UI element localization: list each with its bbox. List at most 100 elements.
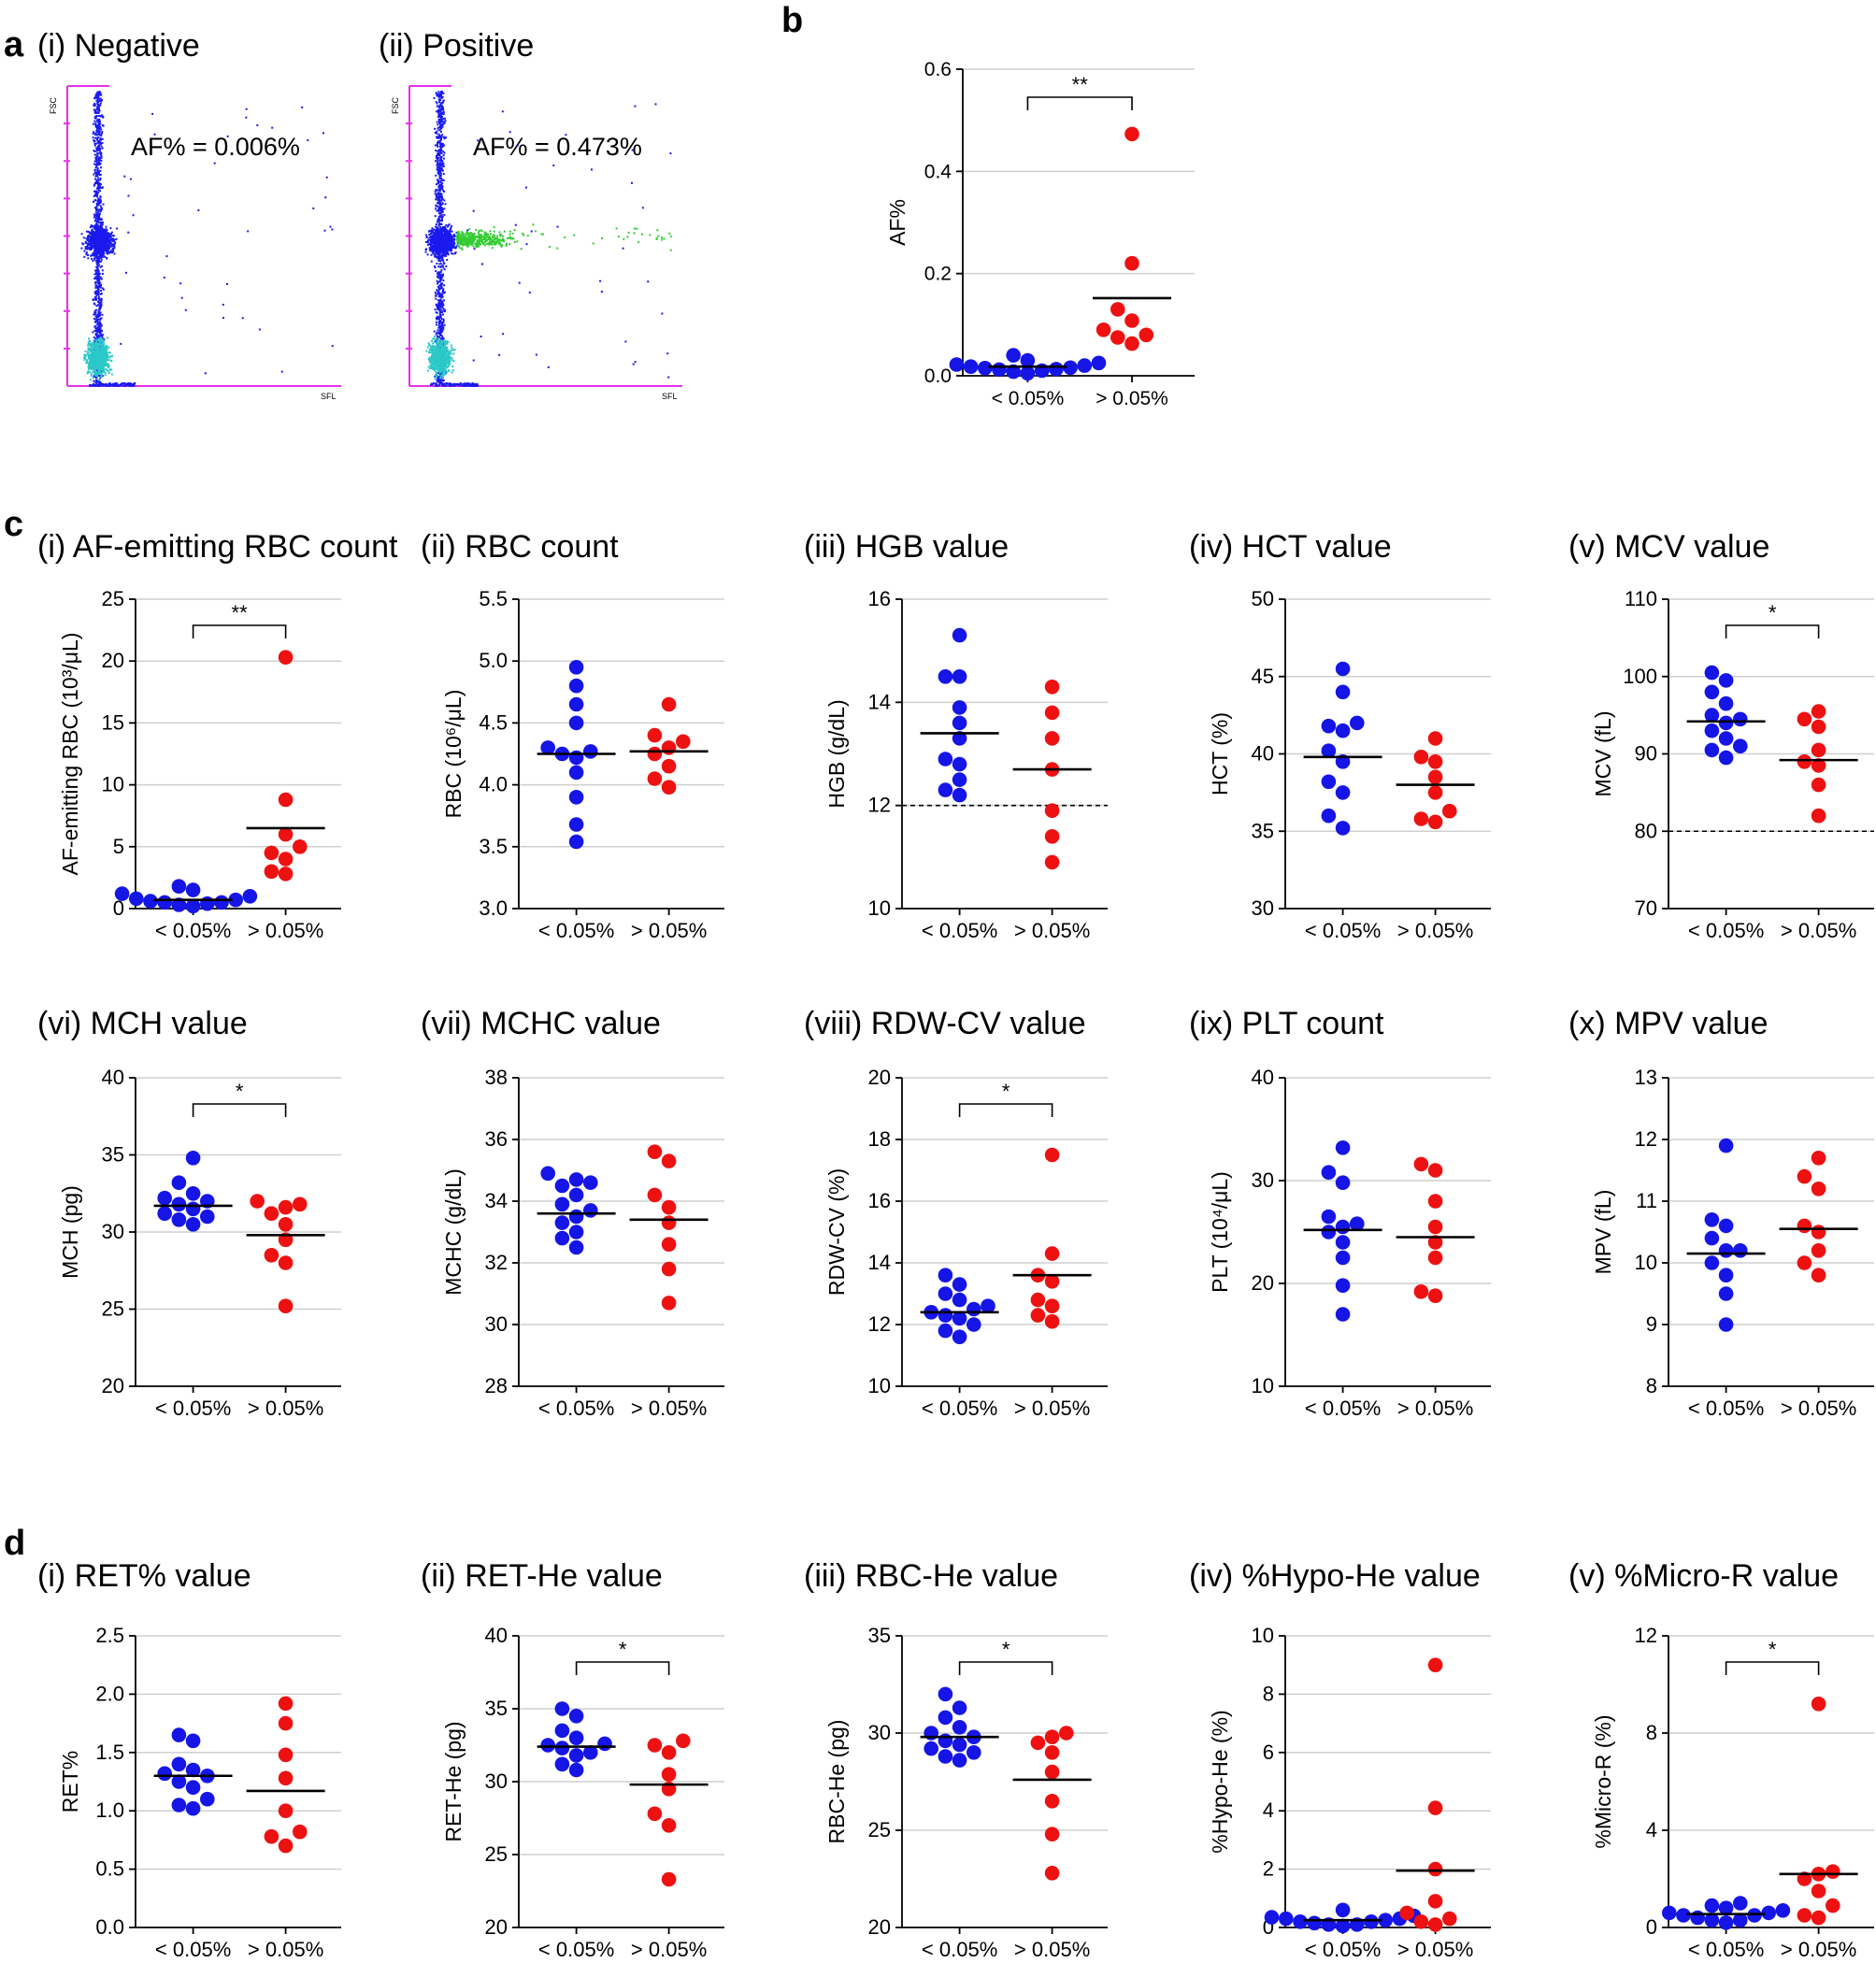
event-dot: [99, 226, 102, 229]
event-dot: [437, 302, 440, 305]
event-dot: [441, 202, 444, 205]
event-dot: [441, 196, 443, 199]
event-dot: [105, 354, 107, 357]
event-dot: [96, 223, 99, 226]
event-dot: [106, 256, 108, 259]
event-dot: [432, 246, 435, 249]
event-dot: [92, 371, 94, 373]
event-dot: [442, 337, 445, 340]
event-dot: [439, 320, 441, 322]
event-dot: [442, 326, 445, 329]
event-dot: [91, 351, 93, 354]
event-dot: [438, 380, 441, 382]
event-dot: [437, 179, 438, 181]
event-dot: [441, 240, 444, 243]
event-dot: [93, 310, 96, 313]
event-dot: [90, 254, 93, 257]
event-dot: [91, 228, 93, 231]
event-dot: [438, 340, 441, 343]
event-dot: [98, 275, 101, 278]
event-dot: [99, 276, 102, 279]
event-dot: [96, 380, 99, 383]
event-dot: [444, 234, 447, 236]
event-dot: [100, 349, 103, 351]
event-dot: [433, 236, 436, 239]
event-dot: [438, 93, 441, 95]
event-dot: [438, 164, 441, 166]
event-dot: [85, 230, 88, 233]
event-dot: [97, 361, 100, 364]
event-dot: [100, 278, 103, 280]
event-dot: [98, 380, 101, 382]
event-dot: [439, 172, 442, 175]
event-dot: [439, 115, 442, 118]
event-dot: [441, 169, 444, 172]
event-dot: [98, 97, 101, 100]
event-dot: [95, 154, 98, 157]
event-dot: [96, 172, 99, 175]
event-dot: [110, 244, 113, 247]
event-dot: [452, 236, 455, 238]
event-dot: [438, 176, 441, 179]
event-dot: [441, 325, 444, 328]
event-dot: [441, 101, 444, 104]
event-dot: [439, 247, 442, 250]
event-dot: [439, 273, 442, 276]
event-dot: [93, 183, 96, 186]
event-dot: [443, 144, 446, 147]
event-dot: [100, 239, 103, 242]
event-dot: [437, 199, 439, 201]
event-dot: [100, 333, 103, 336]
event-dot: [112, 249, 115, 251]
event-dot: [96, 227, 99, 230]
event-dot: [95, 233, 98, 236]
event-dot: [439, 330, 442, 333]
event-dot: [445, 136, 448, 139]
event-dot: [84, 350, 87, 352]
event-dot: [435, 242, 437, 245]
event-dot: [89, 384, 92, 387]
event-dot: [93, 380, 96, 383]
event-dot: [432, 250, 435, 252]
event-dot: [129, 384, 132, 387]
event-dot: [452, 233, 455, 236]
event-dot: [102, 382, 105, 385]
event-dot: [93, 273, 96, 276]
event-dot: [99, 326, 102, 329]
event-dot: [442, 266, 445, 269]
event-dot: [245, 116, 248, 119]
event-dot: [437, 265, 440, 268]
cytogram-dots: [424, 91, 672, 387]
event-dot: [437, 232, 440, 235]
event-dot: [440, 163, 443, 165]
event-dot: [441, 118, 444, 121]
event-dot: [438, 98, 441, 101]
event-dot: [99, 186, 102, 189]
event-dot: [427, 369, 429, 372]
event-dot: [89, 354, 92, 357]
event-dot: [153, 133, 156, 136]
event-dot: [88, 339, 91, 342]
event-dot: [105, 242, 107, 245]
event-dot: [256, 124, 259, 127]
event-dot: [436, 189, 438, 192]
event-dot: [439, 316, 442, 319]
event-dot: [439, 168, 442, 171]
event-dot: [89, 232, 92, 234]
event-dot: [94, 368, 97, 371]
event-dot: [99, 285, 102, 287]
event-dot: [93, 116, 96, 119]
event-dot: [89, 226, 92, 228]
event-dot: [98, 339, 101, 342]
event-dot: [97, 335, 100, 337]
event-dot: [97, 146, 100, 149]
event-dot: [439, 360, 442, 363]
event-dot: [437, 289, 440, 292]
event-dot: [100, 166, 103, 169]
event-dot: [446, 243, 449, 246]
event-dot: [97, 251, 100, 254]
event-dot: [93, 372, 96, 375]
event-dot: [441, 311, 443, 313]
event-dot: [450, 344, 452, 347]
event-dot: [449, 234, 451, 236]
